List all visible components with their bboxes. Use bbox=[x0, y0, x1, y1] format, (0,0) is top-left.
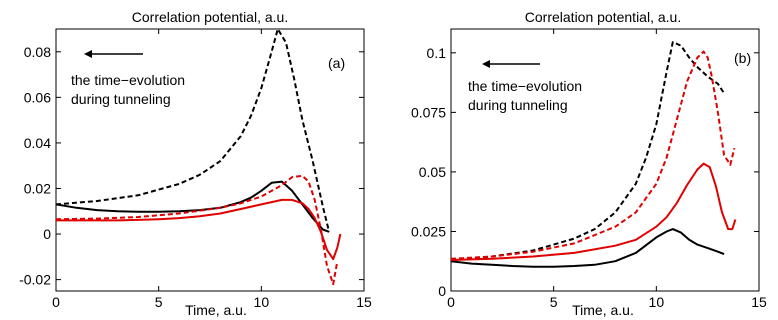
panel-b-tag: (b) bbox=[734, 50, 751, 66]
panel-b: Correlation potential, a.u. 0 5 10 15 0 0.025… bbox=[411, 9, 767, 318]
panel-b-xlabel: Time, a.u. bbox=[572, 302, 634, 318]
panel-a-xlabel: Time, a.u. bbox=[185, 302, 247, 318]
panel-b-ytick-label: 0.075 bbox=[411, 104, 446, 120]
panel-a-xtick-label: 0 bbox=[52, 294, 60, 310]
panel-b-arrow bbox=[482, 60, 540, 68]
panel-b-annotation-line-2: during tunneling bbox=[468, 97, 568, 113]
panel-a-series-2-line bbox=[56, 180, 330, 233]
panel-a: Correlation potential, a.u. 0 5 10 15-0.020… bbox=[19, 9, 372, 318]
panel-a-arrow bbox=[84, 50, 143, 58]
panel-a-title: Correlation potential, a.u. bbox=[132, 9, 288, 25]
panel-a-ytick-label: -0.02 bbox=[19, 272, 51, 288]
panel-a-ytick-label: 0.02 bbox=[24, 180, 51, 196]
panel-a-ytick-label: 0.04 bbox=[24, 135, 51, 151]
panel-a-plot bbox=[56, 29, 342, 286]
panel-a-series-4-line bbox=[56, 198, 342, 261]
panel-b-ytick-label: 0.1 bbox=[427, 45, 447, 61]
panel-b-xtick-label: 15 bbox=[751, 294, 767, 310]
panel-b-series-3-line bbox=[451, 50, 736, 260]
panel-b-title: Correlation potential, a.u. bbox=[525, 9, 681, 25]
panel-b-xtick-label: 0 bbox=[447, 294, 455, 310]
panel-b-plot bbox=[451, 41, 737, 268]
panel-b-ticks: 0 5 10 15 0 0.025 0.05 0.075 0.1 bbox=[411, 29, 767, 310]
panel-a-annotation-line-1: the time−evolution bbox=[71, 72, 185, 88]
panel-b-ytick-label: 0 bbox=[438, 283, 446, 299]
panel-b-axes-box bbox=[450, 28, 760, 292]
panel-b-xtick-label: 5 bbox=[550, 294, 558, 310]
panel-a-tag: (a) bbox=[328, 55, 345, 71]
panel-b-annotation-line-1: the time−evolution bbox=[468, 78, 582, 94]
panel-b-ytick-label: 0.05 bbox=[419, 164, 446, 180]
panel-a-series-3-line bbox=[56, 174, 339, 286]
panel-a-annotation-line-2: during tunneling bbox=[71, 91, 171, 107]
panel-a-ytick-label: 0.06 bbox=[24, 89, 51, 105]
panel-a-xtick-label: 5 bbox=[155, 294, 163, 310]
panel-b-series-2-line bbox=[451, 228, 725, 268]
panel-a-ytick-label: 0 bbox=[43, 226, 51, 242]
panel-a-ytick-label: 0.08 bbox=[24, 44, 51, 60]
panel-a-xtick-label: 15 bbox=[356, 294, 372, 310]
panel-a-axes-box bbox=[55, 28, 365, 292]
panel-b-xtick-label: 10 bbox=[649, 294, 665, 310]
panel-b-series-4-line bbox=[451, 162, 737, 261]
panel-b-series-1-line bbox=[451, 41, 725, 261]
panel-a-xtick-label: 10 bbox=[254, 294, 270, 310]
panel-b-ytick-label: 0.025 bbox=[411, 223, 446, 239]
panel-a-series-1-line bbox=[56, 29, 331, 233]
